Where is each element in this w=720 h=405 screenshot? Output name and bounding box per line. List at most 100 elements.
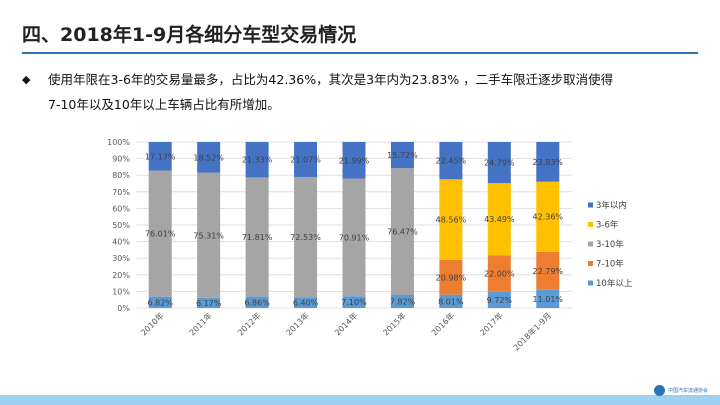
bar-segment [342, 178, 366, 297]
bar-segment [390, 141, 414, 169]
footer-logo: 中国汽车流通协会 [653, 383, 708, 397]
x-tick-label: 2017年 [478, 310, 505, 337]
bar-segment [536, 142, 560, 182]
data-label: 76.47% [387, 228, 418, 237]
data-label: 11.01% [533, 295, 564, 304]
legend-swatch [588, 202, 593, 208]
bar-segment [439, 179, 463, 260]
bar-segment [536, 289, 560, 308]
data-label: 21.33% [242, 156, 273, 165]
bar-segment [342, 142, 366, 179]
bar-segment [197, 142, 221, 173]
y-tick-label: 60% [112, 204, 130, 213]
data-label: 24.79% [484, 159, 515, 168]
legend-label: 3-10年 [596, 239, 624, 250]
data-label: 21.99% [339, 156, 370, 165]
bullet-diamond-icon: ◆ [22, 73, 31, 86]
y-tick-label: 20% [112, 271, 130, 280]
data-label: 9.72% [487, 296, 513, 305]
x-tick-label: 2010年 [139, 310, 166, 337]
data-label: 43.49% [484, 215, 515, 224]
data-label: 6.17% [196, 299, 222, 308]
bullet-text: 使用年限在3-6年的交易量最多，占比为42.36%，其次是3年内为23.83% … [48, 67, 688, 117]
x-tick-label: 2014年 [332, 310, 359, 337]
legend-swatch [588, 280, 593, 286]
y-tick-label: 50% [112, 221, 130, 230]
y-tick-label: 30% [112, 254, 130, 263]
data-label: 72.53% [290, 233, 321, 242]
x-tick-label: 2018年1-9月 [511, 310, 553, 352]
legend-label: 3-6年 [596, 220, 619, 231]
y-tick-label: 40% [112, 238, 130, 247]
y-tick-label: 90% [112, 155, 130, 164]
x-tick-label: 2011年 [187, 310, 214, 337]
y-tick-label: 0% [117, 304, 130, 313]
y-tick-label: 100% [107, 138, 130, 147]
logo-text: 中国汽车流通协会 [667, 387, 708, 394]
data-label: 76.01% [145, 230, 176, 239]
bar-segment [294, 176, 318, 298]
bar-segment [342, 296, 366, 308]
legend-label: 7-10年 [596, 259, 624, 270]
bar-segment [148, 142, 172, 171]
data-label: 7.82% [390, 298, 416, 307]
bar-segment [487, 255, 511, 292]
data-label: 8.01% [438, 297, 464, 306]
bar-segment [487, 291, 511, 308]
x-tick-label: 2012年 [235, 310, 262, 337]
data-label: 22.00% [484, 270, 515, 279]
bar-segment [294, 142, 318, 177]
data-label: 21.07% [290, 155, 321, 164]
data-label: 18.52% [193, 153, 224, 162]
bullet-line-2: 7-10年以及10年以上车辆占比有所增加。 [48, 97, 280, 112]
bar-segment [245, 142, 269, 178]
data-label: 7.10% [341, 298, 367, 307]
bar-segment [390, 295, 414, 308]
bar-segment [148, 170, 172, 297]
data-label: 6.82% [148, 298, 174, 307]
bar-segment [439, 294, 463, 308]
data-label: 22.45% [436, 157, 467, 166]
x-tick-label: 2015年 [381, 310, 408, 337]
data-label: 15.72% [387, 151, 418, 160]
data-label: 23.83% [533, 158, 564, 167]
legend-label: 10年以上 [596, 278, 633, 289]
data-label: 70.91% [339, 233, 370, 242]
data-label: 17.17% [145, 152, 176, 161]
bar-segment [294, 297, 318, 308]
bar-segment [245, 177, 269, 297]
legend-swatch [588, 241, 593, 247]
bar-segment [197, 297, 221, 308]
y-tick-label: 10% [112, 287, 130, 296]
y-tick-label: 70% [112, 188, 130, 197]
slide-title: 四、2018年1-9月各细分车型交易情况 [22, 24, 357, 46]
data-label: 22.79% [533, 267, 564, 276]
bar-segment [148, 296, 172, 308]
bar-segment [390, 168, 414, 296]
legend-swatch [588, 222, 593, 227]
legend-label: 3年以内 [596, 200, 627, 211]
data-label: 75.31% [193, 231, 224, 240]
title-rule [22, 52, 698, 54]
bar-segment [197, 172, 221, 298]
data-label: 42.36% [533, 213, 564, 222]
legend-swatch [588, 261, 593, 266]
bar-segment [439, 142, 463, 180]
data-label: 6.86% [244, 298, 270, 307]
data-label: 20.98% [436, 273, 467, 282]
bar-segment [245, 296, 269, 308]
x-tick-label: 2013年 [284, 310, 311, 337]
data-label: 71.81% [242, 233, 273, 242]
data-label: 6.40% [293, 299, 319, 308]
bullet-line-1: 使用年限在3-6年的交易量最多，占比为42.36%，其次是3年内为23.83% … [48, 72, 614, 87]
y-tick-label: 80% [112, 171, 130, 180]
x-tick-label: 2016年 [429, 310, 456, 337]
data-label: 48.56% [436, 216, 467, 225]
bar-segment [439, 259, 463, 295]
bar-segment [487, 183, 511, 256]
bar-segment [536, 181, 560, 252]
logo-icon [653, 384, 665, 396]
bar-segment [487, 142, 511, 184]
bar-segment [536, 251, 560, 290]
